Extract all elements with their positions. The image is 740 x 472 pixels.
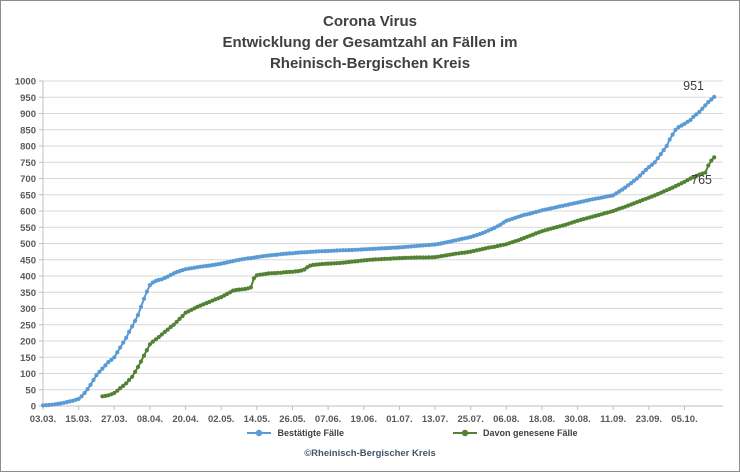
x-axis-tick-label: 26.05. <box>279 414 305 425</box>
y-axis-tick-label: 900 <box>20 109 36 120</box>
x-axis-tick-label: 14.05. <box>244 414 270 425</box>
y-axis-tick-label: 200 <box>20 337 36 348</box>
legend: Bestätigte Fälle Davon genesene Fälle <box>43 428 739 438</box>
y-axis-tick-label: 650 <box>20 190 36 201</box>
legend-marker-confirmed-icon <box>247 429 272 437</box>
x-axis-tick-label: 18.08. <box>529 414 555 425</box>
data-label-recovered-final: 765 <box>691 173 712 187</box>
y-axis-tick-label: 450 <box>20 255 36 266</box>
y-axis-tick-label: 150 <box>20 353 36 364</box>
x-axis-tick-label: 27.03. <box>101 414 127 425</box>
y-axis-tick-label: 0 <box>31 402 36 413</box>
x-axis-tick-label: 08.04. <box>137 414 163 425</box>
x-axis-tick-label: 23.09. <box>636 414 662 425</box>
copyright-text: ©Rheinisch-Bergischer Kreis <box>304 448 436 459</box>
x-axis-tick-label: 01.07. <box>386 414 412 425</box>
x-axis-tick-label: 20.04. <box>172 414 198 425</box>
y-axis-tick-label: 250 <box>20 320 36 331</box>
y-axis-tick-label: 700 <box>20 174 36 185</box>
x-axis-tick-label: 30.08. <box>564 414 590 425</box>
x-axis-tick-label: 25.07. <box>457 414 483 425</box>
y-axis-tick-label: 1000 <box>15 77 36 88</box>
legend-marker-recovered-icon <box>452 429 477 437</box>
data-label-confirmed-final: 951 <box>683 79 704 93</box>
x-axis-tick-label: 07.06. <box>315 414 341 425</box>
y-axis-tick-label: 300 <box>20 304 36 315</box>
y-axis-tick-label: 350 <box>20 288 36 299</box>
x-axis-tick-label: 19.06. <box>351 414 377 425</box>
y-axis-tick-label: 850 <box>20 125 36 136</box>
y-axis-tick-label: 100 <box>20 369 36 380</box>
x-axis-tick-label: 13.07. <box>422 414 448 425</box>
y-axis-tick-label: 750 <box>20 158 36 169</box>
x-axis-tick-label: 06.08. <box>493 414 519 425</box>
y-axis-tick-label: 950 <box>20 93 36 104</box>
legend-label-recovered: Davon genesene Fälle <box>482 428 578 438</box>
y-axis-tick-label: 500 <box>20 239 36 250</box>
series-recovered <box>100 155 717 399</box>
y-axis-tick-label: 600 <box>20 207 36 218</box>
x-axis-tick-label: 11.09. <box>600 414 626 425</box>
y-axis-tick-label: 800 <box>20 142 36 153</box>
legend-item-recovered: Davon genesene Fälle <box>452 428 578 438</box>
x-axis-tick-label: 02.05. <box>208 414 234 425</box>
axes: 0 50 100 150 200 250 300 350 400 450 500 550 600 650 7… <box>15 77 723 425</box>
series-confirmed <box>40 94 717 408</box>
chart-title: Corona Virus Entwicklung der Gesamtzahl … <box>1 11 739 74</box>
y-axis-tick-label: 400 <box>20 272 36 283</box>
x-axis-tick-label: 15.03. <box>65 414 91 425</box>
chart-title-line-2: Entwicklung der Gesamtzahl an Fällen im <box>222 34 518 51</box>
legend-item-confirmed: Bestätigte Fälle <box>246 428 344 438</box>
y-axis-tick-label: 50 <box>25 385 36 396</box>
x-axis-tick-label: 05.10. <box>671 414 697 425</box>
x-axis-tick-label: 03.03. <box>30 414 56 425</box>
legend-label-confirmed: Bestätigte Fälle <box>277 428 344 438</box>
chart-title-line-1: Corona Virus <box>323 13 417 30</box>
chart-title-line-3: Rheinisch-Bergischen Kreis <box>269 55 471 72</box>
y-axis-tick-label: 550 <box>20 223 36 234</box>
